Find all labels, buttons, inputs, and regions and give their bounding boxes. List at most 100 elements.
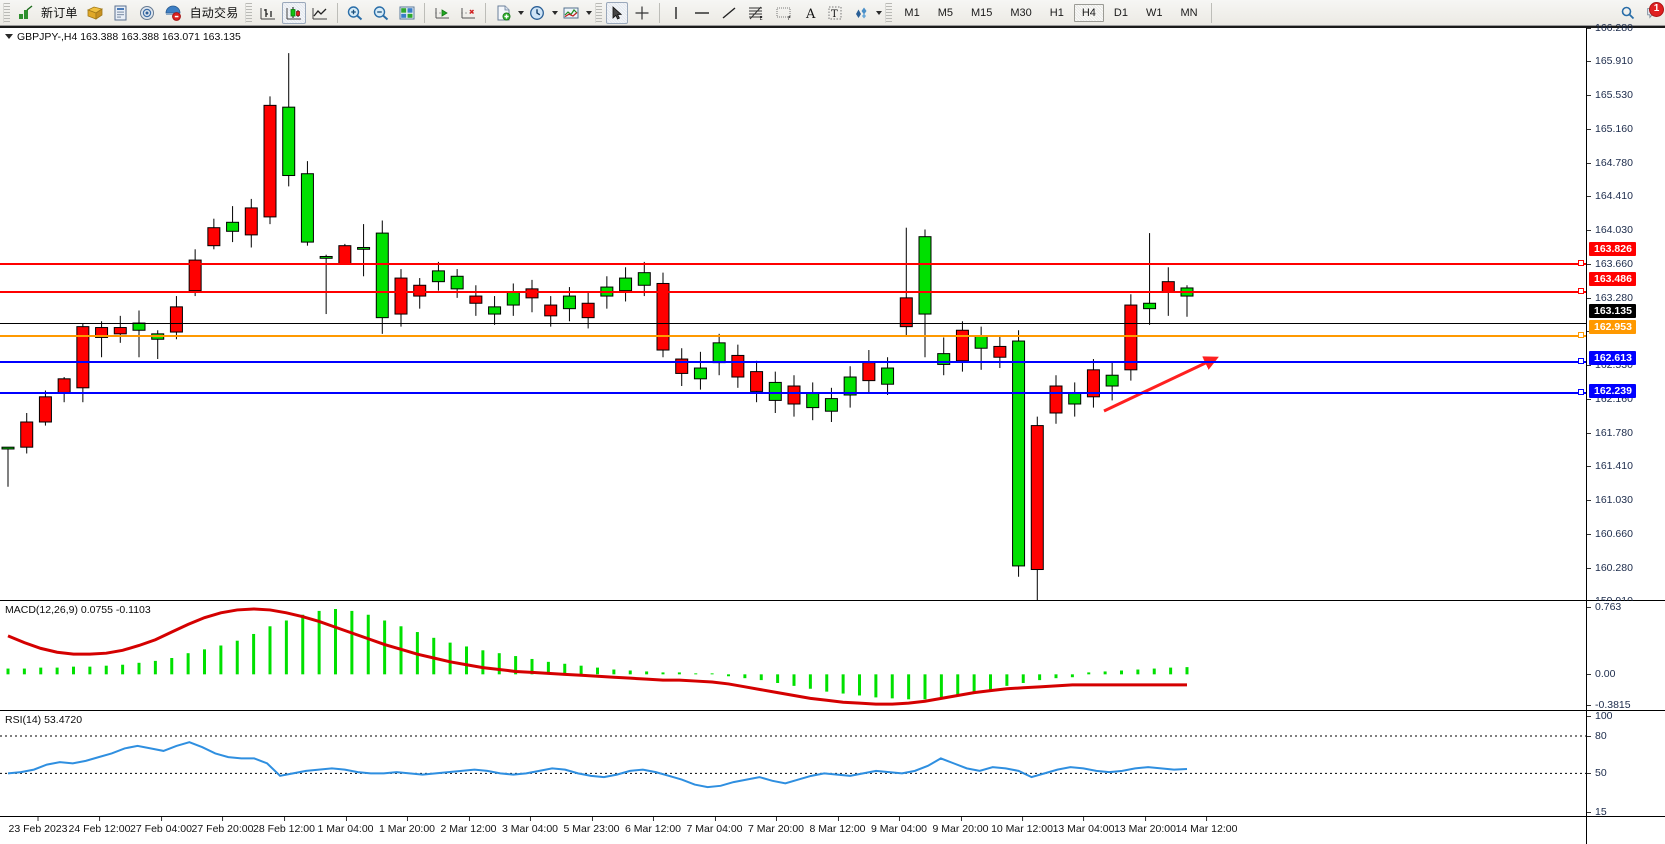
profile-icon[interactable]: [83, 2, 107, 24]
chart-window: GBPJPY-,H4 163.388 163.388 163.071 163.1…: [0, 22, 1665, 844]
toolbar-separator-4: [659, 2, 661, 23]
price-label-resistance-lower[interactable]: 163.486: [1589, 272, 1636, 287]
svg-text:T: T: [831, 9, 838, 20]
price-label-resistance-upper[interactable]: 163.826: [1589, 241, 1636, 256]
fibonacci-icon[interactable]: E: [743, 2, 769, 24]
macd-axis: 0.763 0.00 -0.3815: [1587, 601, 1665, 711]
rsi-title: RSI(14) 53.4720: [5, 714, 83, 726]
notification-count-badge: 1: [1649, 1, 1664, 17]
time-tick: 9 Mar 04:00: [870, 817, 928, 835]
price-tick: 163.660: [1587, 258, 1633, 270]
time-tick: 6 Mar 12:00: [624, 817, 682, 835]
notifications-icon[interactable]: 1: [1642, 1, 1664, 23]
macd-plot-area[interactable]: [0, 601, 1587, 710]
autotrade-icon[interactable]: [161, 2, 185, 24]
time-tick: 13 Mar 20:00: [1114, 817, 1176, 835]
price-tick: 164.410: [1587, 190, 1633, 202]
macd-pane[interactable]: MACD(12,26,9) 0.0755 -0.1103 0.763 0.00 -0…: [0, 601, 1665, 711]
time-tick: 7 Mar 04:00: [686, 817, 743, 835]
time-axis[interactable]: 23 Feb 2023 24 Feb 12:00 27 Feb 04:00 27 Fe…: [0, 817, 1587, 844]
period-clock-icon[interactable]: [525, 2, 549, 24]
timeframe-h4[interactable]: H4: [1073, 3, 1104, 22]
rsi-series: [0, 735, 1586, 789]
toolbar-grip-2[interactable]: [245, 2, 253, 23]
timeframe-m30[interactable]: M30: [1010, 6, 1032, 19]
toolbar-grip-3[interactable]: [595, 2, 603, 23]
macd-tick: 0.00: [1587, 668, 1615, 680]
channel-icon[interactable]: F: [771, 2, 797, 24]
rsi-axis: 100 80 50 15: [1587, 710, 1665, 818]
add-template-chevron-down-icon[interactable]: [518, 10, 525, 15]
add-template-icon[interactable]: [491, 2, 515, 24]
time-tick: 1 Mar 20:00: [378, 817, 436, 835]
toolbar-separator-2: [424, 2, 426, 23]
price-tick: 161.780: [1587, 427, 1633, 439]
price-tick: 161.410: [1587, 460, 1633, 472]
timeframe-mn[interactable]: MN: [1180, 6, 1198, 19]
objects-icon[interactable]: [849, 2, 873, 24]
text-label-icon[interactable]: T: [823, 2, 847, 24]
toolbar-grip-4[interactable]: [885, 2, 893, 23]
price-tick: 164.780: [1587, 157, 1633, 169]
text-icon[interactable]: A: [799, 2, 821, 24]
rsi-pane[interactable]: RSI(14) 53.4720 100 80 50 15: [0, 710, 1665, 818]
price-pane[interactable]: GBPJPY-,H4 163.388 163.388 163.071 163.1…: [0, 22, 1665, 607]
terminal-icon[interactable]: [109, 2, 133, 24]
cursor-icon[interactable]: [606, 1, 629, 24]
rsi-tick: 15: [1587, 806, 1607, 818]
line-chart-icon[interactable]: [308, 2, 332, 24]
price-tick: 166.280: [1587, 22, 1633, 34]
timeframe-d1[interactable]: D1: [1113, 6, 1128, 19]
price-label-support-upper[interactable]: 162.613: [1589, 350, 1636, 365]
macd-tick: 0.763: [1587, 601, 1621, 613]
toolbar-grip[interactable]: [3, 2, 10, 23]
toolbar-separator-5: [1210, 2, 1212, 23]
indicators-icon[interactable]: [559, 2, 583, 24]
search-icon[interactable]: [1616, 2, 1640, 24]
autotrade-label[interactable]: 自动交易: [189, 6, 239, 20]
time-tick: 10 Mar 12:00: [991, 817, 1053, 835]
price-label-last-price[interactable]: 163.135: [1589, 303, 1636, 318]
zoom-in-icon[interactable]: [343, 2, 367, 24]
rsi-plot-area[interactable]: [0, 711, 1587, 816]
price-label-pivot[interactable]: 162.953: [1589, 320, 1636, 335]
chart-shift-icon[interactable]: [430, 2, 454, 24]
timeframe-m1[interactable]: M1: [904, 6, 920, 19]
auto-scroll-icon[interactable]: [456, 2, 480, 24]
price-plot-area[interactable]: [0, 28, 1587, 600]
price-tick: 164.030: [1587, 224, 1633, 236]
timeframe-m15[interactable]: M15: [970, 6, 993, 19]
chart-header-text: GBPJPY-,H4 163.388 163.388 163.071 163.1…: [17, 31, 241, 43]
chart-header: GBPJPY-,H4 163.388 163.388 163.071 163.1…: [5, 31, 241, 43]
new-order-label[interactable]: 新订单: [41, 6, 78, 20]
timeframe-h1[interactable]: H1: [1049, 6, 1064, 19]
timeframe-w1[interactable]: W1: [1145, 6, 1163, 19]
horizontal-line-icon[interactable]: [689, 2, 715, 24]
axis-corner: [1587, 817, 1665, 844]
trendline-icon[interactable]: [717, 2, 741, 24]
bar-chart-icon[interactable]: [256, 2, 280, 24]
svg-text:A: A: [805, 7, 816, 21]
toolbar-separator-3: [485, 2, 487, 23]
indicators-chevron-down-icon[interactable]: [586, 10, 593, 15]
time-tick: 28 Feb 12:00: [253, 817, 315, 835]
price-tick: 161.030: [1587, 494, 1633, 506]
price-axis[interactable]: 166.280 165.910 165.530 165.160 164.780 164.4…: [1587, 22, 1665, 607]
price-tick: 163.280: [1587, 292, 1633, 304]
candlestick-series: [1, 53, 1194, 600]
time-tick: 2 Mar 12:00: [440, 817, 497, 835]
svg-text:F: F: [788, 16, 791, 21]
zoom-out-icon[interactable]: [369, 2, 393, 24]
period-chevron-down-icon[interactable]: [552, 10, 559, 15]
tile-windows-icon[interactable]: [395, 2, 419, 24]
chart-menu-chevron-down-icon[interactable]: [5, 34, 13, 39]
price-label-support-lower[interactable]: 162.239: [1589, 384, 1636, 399]
price-tick: 160.280: [1587, 562, 1633, 574]
new-order-icon[interactable]: [14, 2, 36, 24]
timeframe-m5[interactable]: M5: [937, 6, 953, 19]
vertical-line-icon[interactable]: [665, 2, 687, 24]
candlestick-chart-icon[interactable]: [282, 1, 307, 24]
signals-icon[interactable]: [135, 2, 159, 24]
crosshair-icon[interactable]: [630, 2, 654, 24]
objects-chevron-down-icon[interactable]: [876, 10, 883, 15]
